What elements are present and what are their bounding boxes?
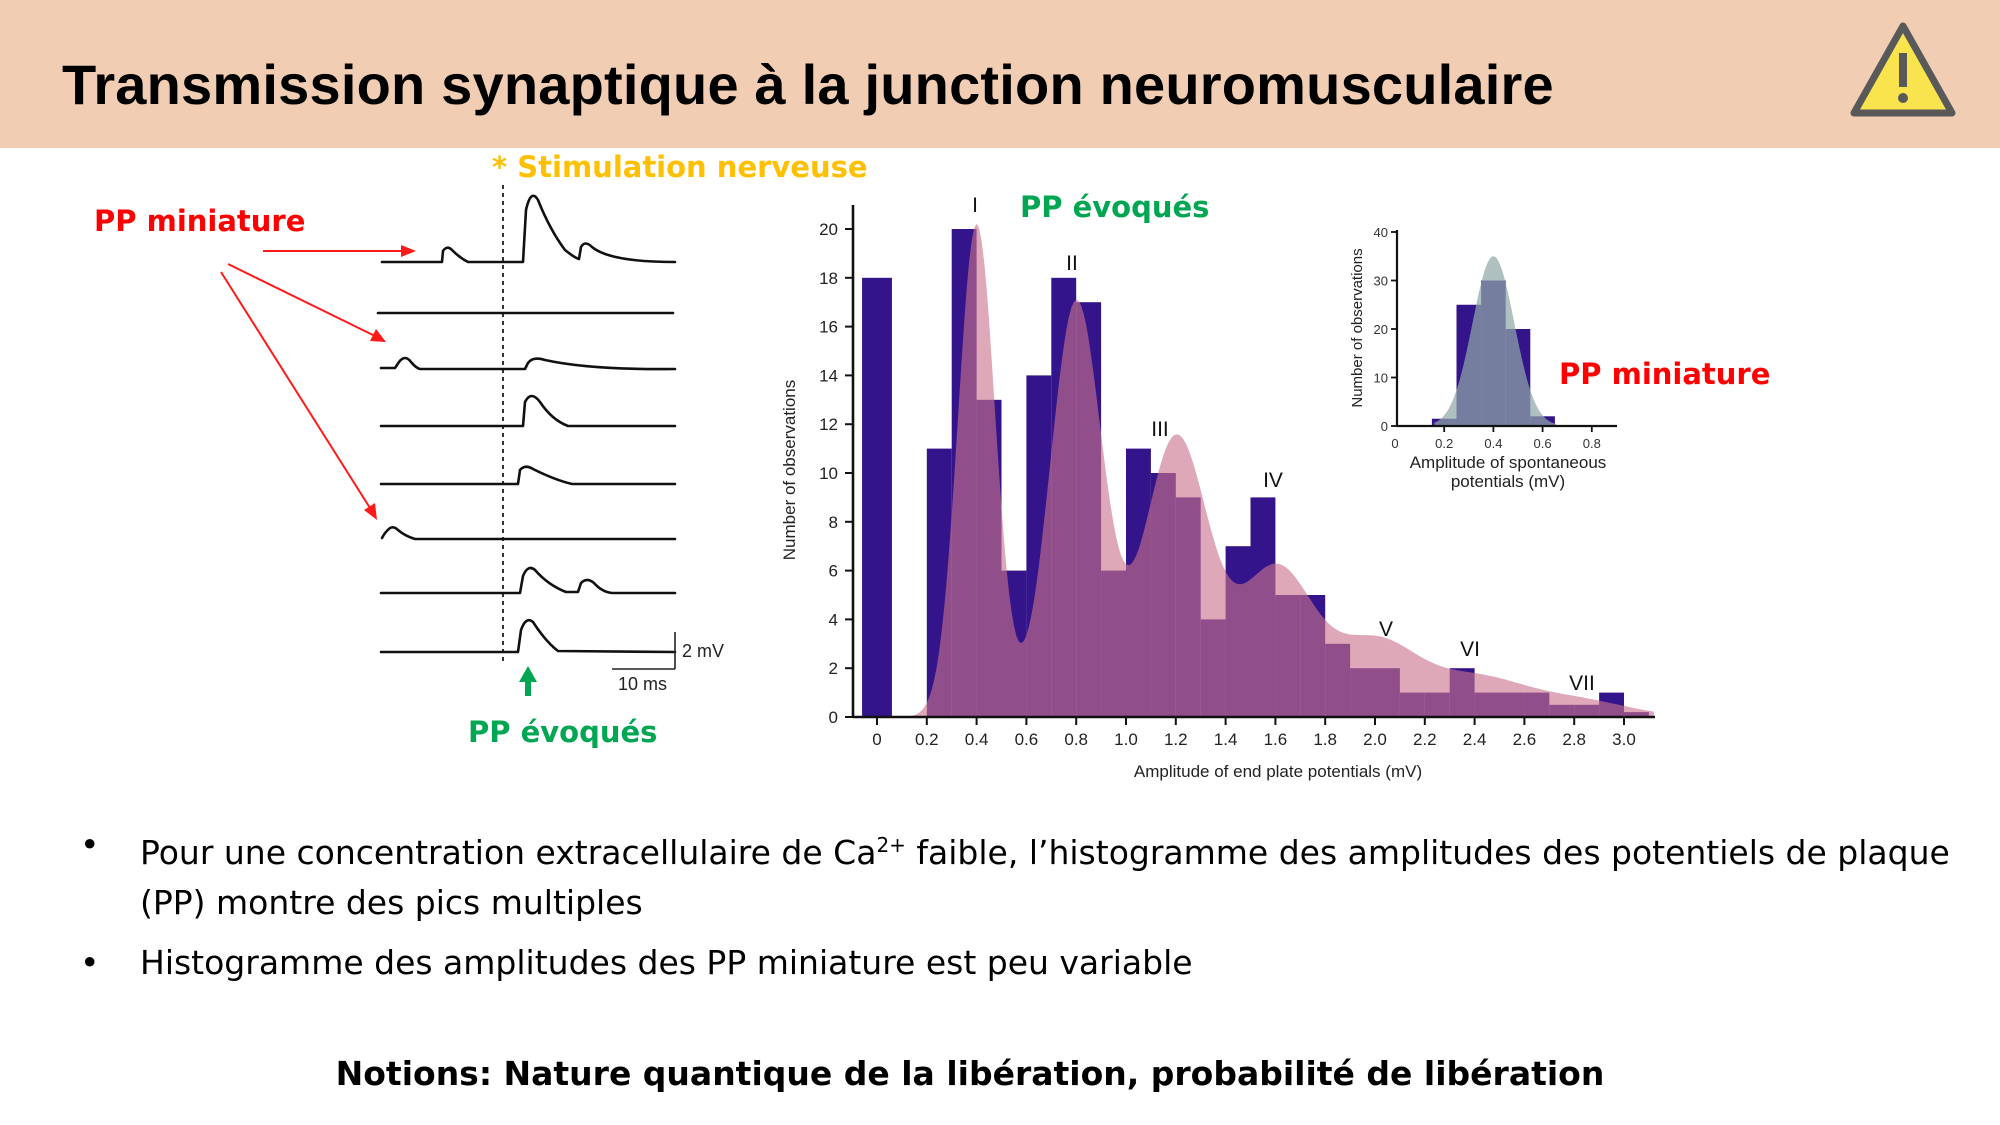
svg-text:0: 0 [872, 730, 881, 749]
svg-text:8: 8 [829, 513, 838, 532]
svg-text:20: 20 [819, 220, 838, 239]
miniature-arrows [220, 245, 416, 520]
epp-amplitude-histogram: 0 2 4 6 8 10 12 14 16 18 20 0 0.2 0.4 0.6 0.8 1.0 1.2 1.4… [780, 194, 1655, 781]
peak-label: IV [1263, 469, 1283, 492]
svg-text:0.6: 0.6 [1534, 436, 1552, 451]
pp-miniature-histogram-label: PP miniature [1559, 357, 1771, 391]
inset-x-axis-label-1: Amplitude of spontaneous [1410, 453, 1607, 472]
scale-time: 10 ms [618, 674, 667, 694]
peak-label: V [1379, 618, 1393, 641]
bullet-list: • Pour une concentration extracellulaire… [80, 820, 1960, 998]
svg-text:12: 12 [819, 415, 838, 434]
svg-text:0.8: 0.8 [1583, 436, 1601, 451]
peak-label: VII [1569, 672, 1595, 695]
bullet-text: Pour une concentration extracellulaire d… [140, 833, 877, 872]
svg-text:2.0: 2.0 [1363, 730, 1387, 749]
pp-miniature-label: PP miniature [94, 204, 306, 238]
svg-text:2.6: 2.6 [1513, 730, 1537, 749]
histogram-bar [862, 277, 892, 717]
svg-text:1.8: 1.8 [1313, 730, 1337, 749]
inset-x-axis-label-2: potentials (mV) [1451, 472, 1565, 491]
svg-text:0.4: 0.4 [1484, 436, 1502, 451]
superscript: 2+ [876, 833, 906, 857]
scale-voltage: 2 mV [682, 641, 724, 661]
svg-text:0: 0 [1391, 436, 1398, 451]
svg-text:10: 10 [1374, 371, 1388, 386]
oscilloscope-traces: 2 mV 10 ms [220, 185, 724, 696]
svg-text:14: 14 [819, 366, 838, 385]
miniature-amplitude-histogram: 0 10 20 30 40 0 0.2 0.4 0.6 0.8 Amplitude of spo… [1349, 225, 1617, 491]
svg-text:0.6: 0.6 [1015, 730, 1039, 749]
svg-text:0.2: 0.2 [915, 730, 939, 749]
slide-title: Transmission synaptique à la junction ne… [62, 53, 1554, 116]
pp-evoked-histogram-label: PP évoqués [1020, 190, 1210, 224]
warning-triangle-icon [1850, 22, 1956, 117]
stimulation-label: * Stimulation nerveuse [492, 150, 868, 184]
svg-text:0.2: 0.2 [1435, 436, 1453, 451]
svg-text:20: 20 [1374, 322, 1388, 337]
notions-footer: Notions: Nature quantique de la libérati… [335, 1054, 1605, 1093]
svg-text:10: 10 [819, 464, 838, 483]
x-axis-label: Amplitude of end plate potentials (mV) [1134, 762, 1422, 781]
pp-evoked-label: PP évoqués [468, 715, 658, 749]
svg-text:0: 0 [829, 708, 838, 727]
svg-text:0.4: 0.4 [965, 730, 989, 749]
svg-text:6: 6 [829, 562, 838, 581]
bullet-text: faible, l’histogramme des amplitudes des… [140, 833, 1950, 922]
svg-text:40: 40 [1374, 225, 1388, 240]
svg-text:1.0: 1.0 [1114, 730, 1138, 749]
svg-text:1.4: 1.4 [1214, 730, 1238, 749]
svg-text:16: 16 [819, 318, 838, 337]
y-axis-label: Number of observations [780, 380, 799, 560]
svg-text:4: 4 [829, 610, 838, 629]
bullet-item: • Pour une concentration extracellulaire… [80, 820, 1960, 928]
scale-bar [612, 632, 676, 670]
svg-text:2.8: 2.8 [1562, 730, 1586, 749]
slide-header: Transmission synaptique à la junction ne… [0, 0, 2000, 148]
svg-text:3.0: 3.0 [1612, 730, 1636, 749]
svg-text:1.2: 1.2 [1164, 730, 1188, 749]
svg-text:1.6: 1.6 [1264, 730, 1288, 749]
peak-label: III [1151, 418, 1169, 441]
bullet-item: • Histogramme des amplitudes des PP mini… [80, 938, 1960, 988]
svg-text:0.8: 0.8 [1064, 730, 1088, 749]
svg-text:30: 30 [1374, 274, 1388, 289]
peak-label: VI [1460, 638, 1480, 661]
svg-text:0: 0 [1381, 419, 1388, 434]
peak-label: II [1066, 252, 1078, 275]
inset-y-axis-label: Number of observations [1349, 248, 1366, 407]
svg-text:2.4: 2.4 [1463, 730, 1487, 749]
bullet-text: Histogramme des amplitudes des PP miniat… [140, 943, 1193, 982]
svg-text:2: 2 [829, 659, 838, 678]
svg-text:2.2: 2.2 [1413, 730, 1437, 749]
bullet-dot: • [80, 943, 100, 982]
bullet-dot: • [80, 825, 100, 864]
evoked-arrow-icon [519, 666, 537, 696]
svg-text:18: 18 [819, 269, 838, 288]
peak-label: I [972, 194, 978, 217]
